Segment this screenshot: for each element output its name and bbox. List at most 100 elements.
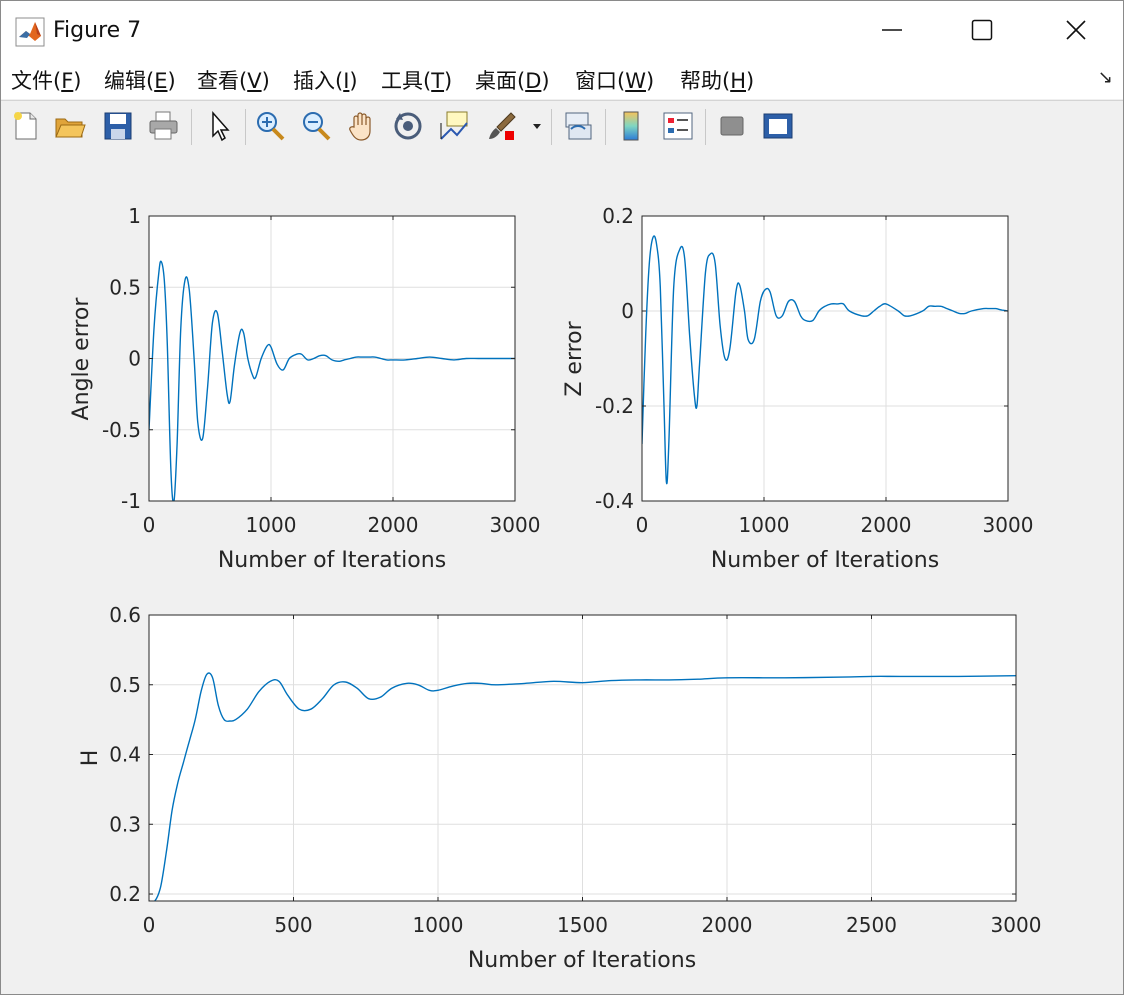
- y-axis-label: Z error: [562, 320, 587, 396]
- axes-h[interactable]: 0 500 1000 1500 2000 2500 3000 0.2 0.3 0.4 0.5 0.6…: [78, 603, 1041, 973]
- tick-marks: [641, 215, 1009, 502]
- minimize-icon: [882, 29, 902, 31]
- hide-plot-tools-icon[interactable]: [715, 109, 749, 143]
- curve-layer: [149, 260, 515, 502]
- tick-marks: [148, 614, 1017, 901]
- print-icon[interactable]: [147, 109, 181, 143]
- y-tick-label: -0.4: [595, 489, 634, 513]
- data-series-line[interactable]: [642, 235, 1008, 485]
- figure-toolbar: [1, 100, 1123, 154]
- colorbar-icon[interactable]: [615, 109, 649, 143]
- minimize-button[interactable]: [847, 1, 937, 59]
- new-figure-icon[interactable]: [9, 109, 43, 143]
- close-icon: [1066, 20, 1086, 40]
- x-tick-label: 3000: [490, 513, 541, 537]
- x-tick-label: 3000: [991, 913, 1042, 937]
- axes-z-error[interactable]: 0 1000 2000 3000 -0.4 -0.2 0 0.2 Number of Ite…: [562, 204, 1033, 573]
- x-tick-label: 500: [274, 913, 312, 937]
- toolbar-separator: [245, 109, 246, 145]
- menu-view[interactable]: 查看(V): [197, 69, 270, 93]
- menu-file[interactable]: 文件(F): [11, 69, 82, 93]
- x-axis-label: Number of Iterations: [468, 948, 696, 973]
- menu-bar: 文件(F) 编辑(E) 查看(V) 插入(I) 工具(T) 桌面(D) 窗口(W…: [1, 59, 1123, 99]
- toolbar-separator: [191, 109, 192, 145]
- y-tick-labels: -1 -0.5 0 0.5 1: [102, 204, 141, 513]
- x-axis-label: Number of Iterations: [218, 548, 446, 573]
- y-tick-label: -0.2: [595, 394, 634, 418]
- x-tick-label: 1000: [246, 513, 297, 537]
- y-tick-label: 0.5: [109, 275, 141, 299]
- axes-box: [641, 215, 1009, 502]
- select-arrow-icon[interactable]: [203, 109, 237, 143]
- x-tick-label: 2000: [861, 513, 912, 537]
- x-tick-label: 0: [143, 513, 156, 537]
- window-title: Figure 7: [53, 18, 142, 43]
- y-tick-label: -0.5: [102, 418, 141, 442]
- x-tick-label: 0: [636, 513, 649, 537]
- save-icon[interactable]: [101, 109, 135, 143]
- x-tick-labels: 0 1000 2000 3000: [143, 513, 541, 537]
- x-tick-labels: 0 1000 2000 3000: [636, 513, 1034, 537]
- menu-insert[interactable]: 插入(I): [293, 69, 358, 93]
- dock-arrow-icon[interactable]: ↘: [1097, 67, 1113, 88]
- y-axis-label: Angle error: [69, 297, 94, 421]
- x-axis-label: Number of Iterations: [711, 548, 939, 573]
- x-tick-label: 2500: [846, 913, 897, 937]
- data-cursor-icon[interactable]: [437, 109, 471, 143]
- y-tick-label: 0.3: [109, 812, 141, 836]
- show-plot-tools-icon[interactable]: [761, 109, 795, 143]
- curve-layer: [149, 672, 1016, 902]
- x-tick-label: 1500: [557, 913, 608, 937]
- data-series-line[interactable]: [149, 672, 1016, 902]
- axes-angle-error[interactable]: 0 1000 2000 3000 -1 -0.5 0 0.5 1 Number of Iter…: [69, 204, 540, 573]
- maximize-icon: [971, 19, 993, 41]
- y-tick-label: 0.4: [109, 743, 141, 767]
- y-tick-label: 1: [128, 204, 141, 228]
- y-tick-label: 0.2: [109, 882, 141, 906]
- legend-icon[interactable]: [661, 109, 695, 143]
- menu-desktop[interactable]: 桌面(D): [475, 69, 550, 93]
- curve-layer: [642, 235, 1008, 485]
- brush-dropdown-icon[interactable]: [529, 109, 545, 143]
- title-bar[interactable]: Figure 7: [1, 1, 1123, 59]
- data-series-line[interactable]: [149, 260, 515, 502]
- y-tick-label: 0: [621, 299, 634, 323]
- y-tick-labels: -0.4 -0.2 0 0.2: [595, 204, 634, 513]
- close-button[interactable]: [1031, 1, 1121, 59]
- y-tick-label: 0.5: [109, 673, 141, 697]
- x-tick-label: 1000: [413, 913, 464, 937]
- zoom-in-icon[interactable]: [253, 109, 287, 143]
- maximize-button[interactable]: [937, 1, 1027, 59]
- x-tick-label: 1000: [739, 513, 790, 537]
- x-tick-label: 2000: [368, 513, 419, 537]
- tick-marks: [148, 215, 516, 502]
- toolbar-separator: [605, 109, 606, 145]
- y-tick-labels: 0.2 0.3 0.4 0.5 0.6: [109, 603, 141, 906]
- menu-tools[interactable]: 工具(T): [381, 69, 453, 93]
- x-tick-labels: 0 500 1000 1500 2000 2500 3000: [143, 913, 1042, 937]
- matlab-logo-icon: [15, 17, 45, 47]
- menu-edit[interactable]: 编辑(E): [104, 69, 176, 93]
- y-axis-label: H: [78, 750, 103, 767]
- link-plot-icon[interactable]: [561, 109, 595, 143]
- toolbar-separator: [551, 109, 552, 145]
- brush-icon[interactable]: [485, 109, 519, 143]
- zoom-out-icon[interactable]: [299, 109, 333, 143]
- x-tick-label: 3000: [983, 513, 1034, 537]
- x-tick-label: 2000: [702, 913, 753, 937]
- pan-hand-icon[interactable]: [345, 109, 379, 143]
- menu-help[interactable]: 帮助(H): [680, 69, 755, 93]
- rotate-3d-icon[interactable]: [391, 109, 425, 143]
- figure-canvas: 0 1000 2000 3000 -1 -0.5 0 0.5 1 Number of Iter…: [1, 153, 1123, 994]
- menu-window[interactable]: 窗口(W): [575, 69, 655, 93]
- y-tick-label: -1: [121, 489, 141, 513]
- toolbar-separator: [705, 109, 706, 145]
- figure-plots: 0 1000 2000 3000 -1 -0.5 0 0.5 1 Number of Iter…: [69, 204, 1041, 973]
- y-tick-label: 0.2: [602, 204, 634, 228]
- x-tick-label: 0: [143, 913, 156, 937]
- plot-area: [642, 216, 1008, 501]
- y-tick-label: 0: [128, 347, 141, 371]
- y-tick-label: 0.6: [109, 603, 141, 627]
- open-file-icon[interactable]: [53, 109, 87, 143]
